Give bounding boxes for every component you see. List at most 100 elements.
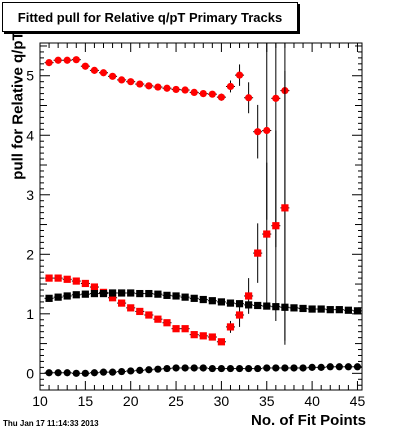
data-point xyxy=(81,290,89,298)
data-point xyxy=(263,126,271,135)
data-point xyxy=(308,305,316,313)
data-point xyxy=(217,338,226,346)
data-point xyxy=(199,332,207,340)
data-point xyxy=(217,298,226,306)
timestamp-footer: Thu Jan 17 11:14:33 2013 xyxy=(3,419,99,428)
y-tick-label: 5 xyxy=(26,68,34,84)
data-point xyxy=(145,311,153,319)
data-point xyxy=(199,364,207,372)
data-point xyxy=(54,274,62,282)
data-point xyxy=(108,72,117,80)
data-point xyxy=(254,128,262,136)
data-point xyxy=(190,331,198,339)
data-point xyxy=(90,66,99,74)
x-tick-label: 35 xyxy=(259,393,275,409)
data-point xyxy=(208,333,216,341)
data-point xyxy=(99,69,108,77)
y-tick-label: 2 xyxy=(26,246,34,262)
data-point xyxy=(181,293,189,301)
data-point xyxy=(145,366,153,374)
data-point xyxy=(72,291,80,299)
data-point xyxy=(290,304,298,312)
data-point xyxy=(163,291,171,299)
data-point xyxy=(118,76,126,84)
data-point xyxy=(163,364,171,373)
data-point xyxy=(99,289,108,298)
series-1 xyxy=(44,70,290,346)
data-point xyxy=(281,204,289,212)
data-point xyxy=(181,364,189,372)
data-point xyxy=(181,86,189,94)
data-point xyxy=(154,315,162,323)
data-point xyxy=(63,292,71,300)
data-point xyxy=(72,56,80,64)
data-point xyxy=(299,364,307,372)
data-point xyxy=(353,363,362,371)
data-point xyxy=(344,306,352,314)
data-point xyxy=(226,364,235,373)
data-point xyxy=(272,303,280,311)
data-point xyxy=(154,365,162,373)
data-point xyxy=(217,364,226,373)
data-point xyxy=(308,363,316,371)
data-point xyxy=(45,274,53,282)
data-point xyxy=(199,89,207,98)
data-point xyxy=(326,306,334,314)
data-point xyxy=(54,369,62,377)
data-point xyxy=(54,56,62,64)
data-point xyxy=(190,88,198,97)
plot-frame xyxy=(39,42,363,391)
data-point xyxy=(163,84,171,92)
data-point xyxy=(272,94,280,102)
y-tick-label: 1 xyxy=(26,306,34,322)
data-point xyxy=(235,311,244,319)
data-point xyxy=(127,304,135,312)
y-tick-label: 4 xyxy=(26,127,34,143)
data-point xyxy=(217,93,226,101)
data-point xyxy=(172,364,180,372)
data-point xyxy=(108,294,117,302)
data-point xyxy=(136,289,144,298)
data-point xyxy=(54,293,62,301)
data-point xyxy=(208,297,216,305)
data-point xyxy=(127,289,135,297)
data-point xyxy=(281,303,289,311)
data-point xyxy=(335,363,343,371)
data-point xyxy=(63,56,71,64)
data-point xyxy=(63,369,71,377)
data-point xyxy=(208,90,216,98)
data-point xyxy=(281,364,289,372)
data-point xyxy=(154,83,162,91)
data-point xyxy=(235,300,244,308)
data-point xyxy=(272,364,280,372)
data-point xyxy=(154,290,162,298)
x-tick-label: 45 xyxy=(350,393,366,409)
chart-title: Fitted pull for Relative q/pT Primary Tr… xyxy=(17,9,283,25)
data-point xyxy=(118,367,126,376)
y-axis-label: pull for Relative q/pT xyxy=(9,31,27,180)
x-tick-label: 15 xyxy=(78,393,94,409)
chart-title-box: Fitted pull for Relative q/pT Primary Tr… xyxy=(2,2,298,32)
series-3 xyxy=(44,363,362,377)
data-point xyxy=(326,363,334,371)
data-point xyxy=(90,369,99,377)
data-point xyxy=(263,364,271,372)
data-point xyxy=(108,289,117,297)
data-point xyxy=(199,295,207,304)
data-point xyxy=(263,230,271,238)
data-point xyxy=(81,369,89,377)
data-point xyxy=(344,363,352,371)
data-point xyxy=(254,249,262,257)
x-tick-label: 10 xyxy=(32,393,48,409)
data-point xyxy=(317,305,325,313)
data-point xyxy=(272,222,280,230)
data-point xyxy=(317,363,325,371)
data-point xyxy=(245,94,253,102)
data-point xyxy=(254,364,262,373)
data-point xyxy=(127,367,135,375)
data-point xyxy=(118,299,126,307)
data-point xyxy=(90,289,99,298)
data-point xyxy=(172,292,180,300)
data-point xyxy=(90,283,99,291)
